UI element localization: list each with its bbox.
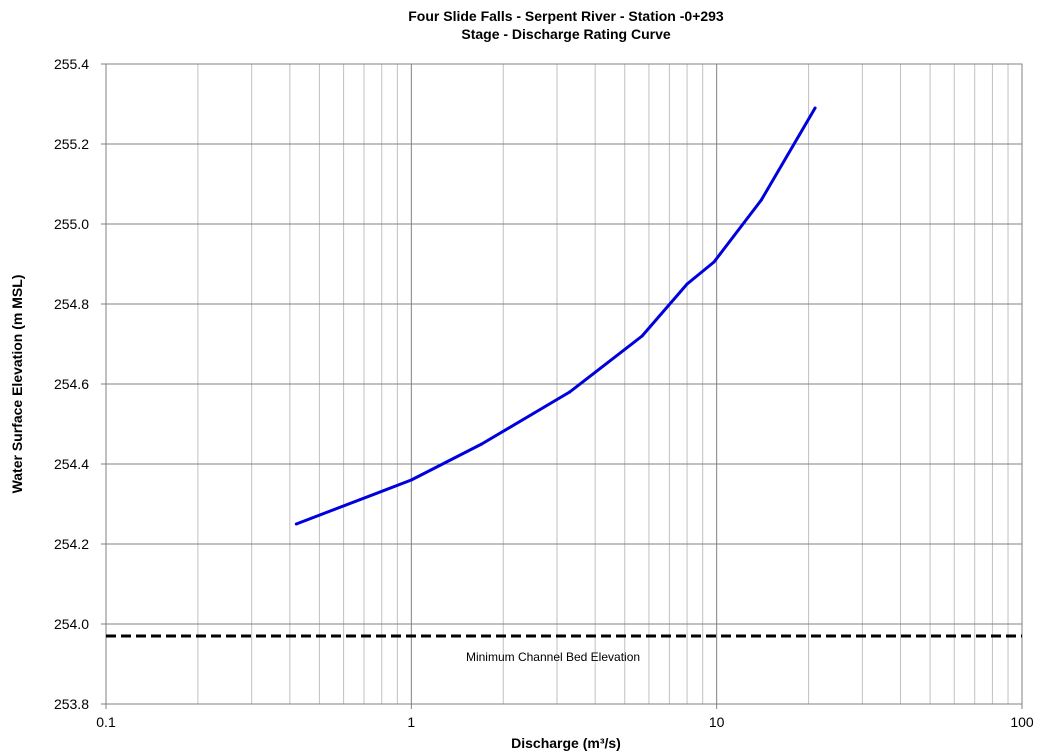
min-channel-bed-label: Minimum Channel Bed Elevation xyxy=(466,650,640,664)
x-tick-label: 1 xyxy=(407,714,415,730)
y-tick-label: 254.4 xyxy=(54,456,89,472)
rating-curve-point xyxy=(409,478,413,482)
y-tick-label: 254.6 xyxy=(54,376,89,392)
rating-curve-point xyxy=(640,334,644,338)
rating-curve-point xyxy=(685,282,689,286)
y-tick-label: 255.4 xyxy=(54,56,89,72)
rating-curve-point xyxy=(759,198,763,202)
chart-subtitle: Stage - Discharge Rating Curve xyxy=(461,26,670,42)
y-tick-label: 254.2 xyxy=(54,536,89,552)
x-tick-label: 10 xyxy=(709,714,725,730)
rating-curve-point xyxy=(813,106,817,110)
rating-curve-point xyxy=(480,442,484,446)
x-tick-label: 100 xyxy=(1010,714,1034,730)
y-tick-label: 253.8 xyxy=(54,696,89,712)
x-axis-ticks: 0.1 1 10 100 xyxy=(96,704,1034,730)
y-tick-label: 255.2 xyxy=(54,136,89,152)
rating-curve-point xyxy=(712,260,716,264)
y-axis-label: Water Surface Elevation (m MSL) xyxy=(9,275,25,494)
y-axis-ticks: 253.8 254.0 254.2 254.4 254.6 254.8 255.0 255.2… xyxy=(54,56,106,712)
y-tick-label: 254.8 xyxy=(54,296,89,312)
series-group xyxy=(294,106,817,526)
x-axis-label: Discharge (m³/s) xyxy=(511,735,621,751)
y-tick-label: 254.0 xyxy=(54,616,89,632)
x-tick-label: 0.1 xyxy=(96,714,116,730)
chart-title: Four Slide Falls - Serpent River - Stati… xyxy=(408,8,724,24)
rating-curve-point xyxy=(294,522,298,526)
y-tick-label: 255.0 xyxy=(54,216,89,232)
grid xyxy=(106,64,1022,704)
rating-curve-point xyxy=(568,390,572,394)
rating-curve-line xyxy=(295,107,817,526)
